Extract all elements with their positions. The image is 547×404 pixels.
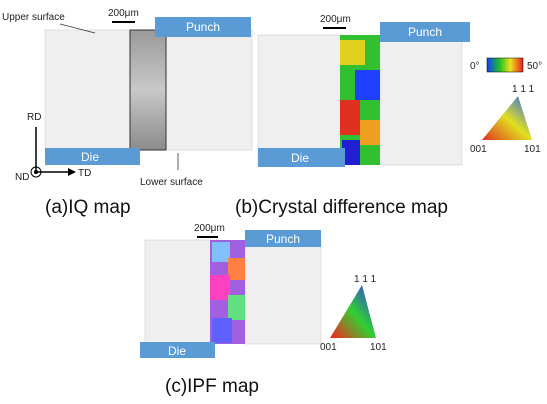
td-label: TD (78, 168, 91, 179)
nd-label: ND (15, 172, 29, 183)
scale-bar-label: 200μm (320, 14, 351, 25)
caption: (a)IQ map (45, 197, 131, 218)
sample-block (166, 30, 252, 150)
upper-label: Upper surface (2, 12, 65, 23)
sample-block (45, 30, 132, 150)
triangle-top: 1 1 1 (354, 274, 377, 285)
triangle-top: 1 1 1 (512, 84, 535, 95)
scale-bar-label: 200μm (194, 223, 225, 234)
sample-block (145, 240, 213, 344)
panel-c: Punch Die 200μm 1 1 1 001 101 (c)IPF map (140, 223, 387, 397)
triangle-left: 001 (470, 144, 487, 155)
triangle-right: 101 (524, 144, 541, 155)
iq-strip (130, 30, 166, 150)
orientation-triangle (482, 96, 532, 140)
scale-max: 50° (527, 61, 542, 72)
rd-label: RD (27, 112, 41, 123)
die-label: Die (291, 151, 309, 165)
sample-block (380, 35, 462, 165)
sample-block (258, 35, 342, 165)
punch-label: Punch (186, 20, 220, 34)
punch-label: Punch (408, 25, 442, 39)
die-label: Die (168, 344, 186, 358)
color-scale (487, 58, 523, 72)
scale-min: 0° (470, 61, 480, 72)
lower-label: Lower surface (140, 177, 203, 188)
caption: (c)IPF map (165, 376, 259, 397)
die-label: Die (81, 150, 99, 164)
triangle-right: 101 (370, 342, 387, 353)
figure: Punch Die Upper surface 200μm Lower surf… (0, 0, 547, 404)
triangle-left: 001 (320, 342, 337, 353)
panel-b: Punch Die 200μm 0° 50° 1 1 1 001 101 (b)… (235, 14, 542, 218)
caption: (b)Crystal difference map (235, 197, 448, 218)
sample-block (245, 240, 321, 344)
orientation-triangle (330, 285, 376, 338)
panel-a: Punch Die Upper surface 200μm Lower surf… (2, 8, 252, 218)
scale-bar-label: 200μm (108, 8, 139, 19)
punch-label: Punch (266, 232, 300, 246)
